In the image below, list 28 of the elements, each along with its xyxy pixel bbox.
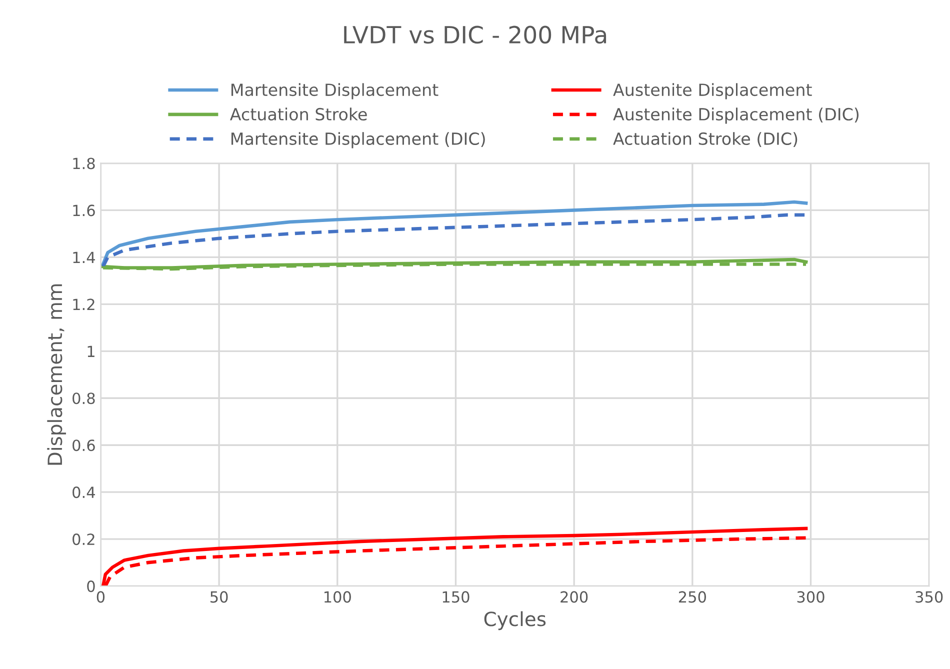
y-tick-label: 1: [88, 346, 94, 357]
legend-label: Actuation Stroke: [230, 108, 367, 121]
x-tick-label: 0: [96, 591, 105, 603]
y-tick-label: 1.2: [73, 298, 94, 310]
y-tick-label: 0.6: [72, 440, 95, 452]
legend-label: Austenite Displacement (DIC): [613, 108, 859, 124]
x-tick-label: 50: [210, 591, 228, 603]
y-tick-label: 1.8: [73, 158, 95, 170]
y-tick-label: 0.4: [72, 486, 95, 498]
y-tick-label: 0.8: [72, 392, 95, 404]
legend-label: Actuation Stroke (DIC): [613, 132, 798, 147]
y-tick-label: 1.4: [73, 252, 95, 263]
chart-title: LVDT vs DIC - 200 MPa: [344, 26, 606, 44]
x-tick-label: 200: [560, 591, 588, 603]
legend-label: Austenite Displacement: [613, 83, 812, 100]
x-tick-label: 300: [797, 591, 824, 603]
y-axis-title: Displacement, mm: [47, 284, 66, 465]
y-tick-label: 1.6: [73, 204, 95, 216]
x-tick-label: 350: [916, 591, 943, 603]
legend-label: Martensite Displacement (DIC): [231, 132, 485, 148]
y-tick-label: 0: [87, 580, 95, 592]
x-tick-label: 250: [678, 591, 706, 603]
x-axis-title: Cycles: [484, 611, 546, 630]
line-series: [101, 200, 808, 266]
y-tick-label: 0.2: [72, 534, 94, 546]
legend-label: Martensite Displacement: [231, 83, 438, 100]
x-tick-label: 100: [324, 591, 351, 603]
x-tick-label: 150: [442, 591, 470, 603]
